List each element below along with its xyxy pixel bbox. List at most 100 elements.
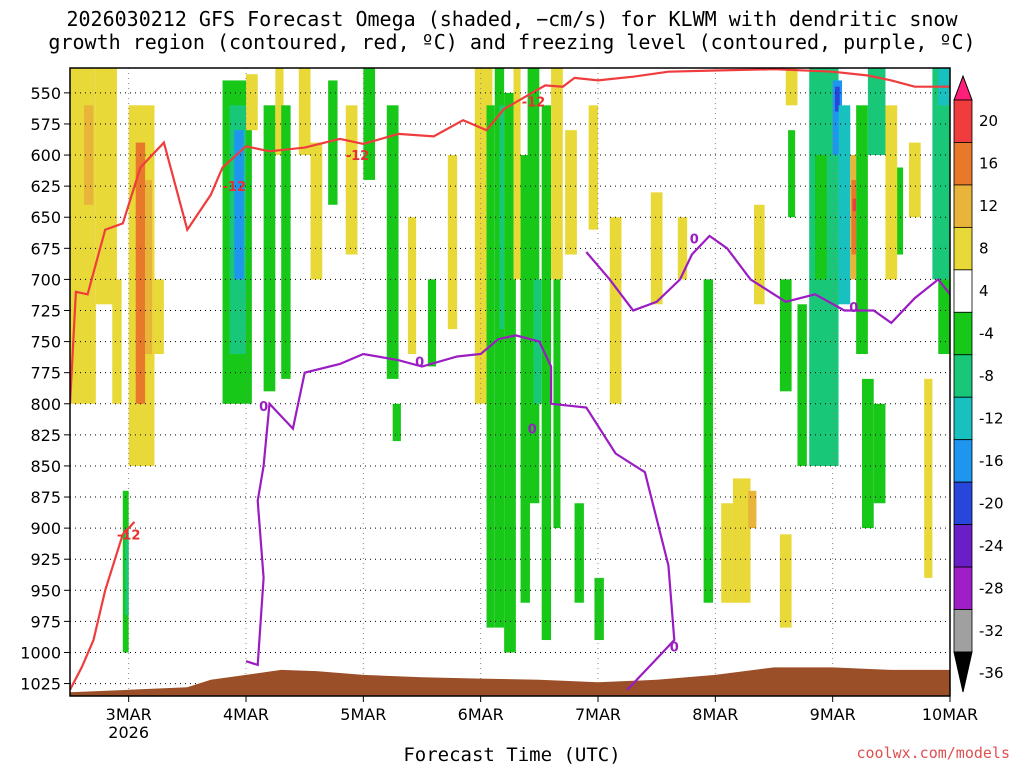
y-tick-label: 650 [30, 208, 61, 227]
omega-patch [594, 577, 604, 641]
x-tick-label: 6MAR [458, 705, 504, 724]
red-contour-line [70, 68, 950, 404]
omega-patch [788, 130, 796, 218]
omega-patch [785, 68, 798, 106]
purple-contour-line [245, 334, 676, 691]
y-tick-label: 700 [30, 270, 61, 289]
colorbar-tick-label: -28 [979, 579, 1004, 597]
x-tick-label: 8MAR [692, 705, 738, 724]
omega-patch [732, 478, 751, 603]
omega-patch [310, 142, 323, 280]
omega-patch [588, 105, 598, 230]
credit-text: coolwx.com/models [856, 744, 1010, 762]
colorbar-segment [953, 396, 973, 441]
purple-contour-label: 0 [259, 400, 268, 415]
colorbar-top-arrow [953, 74, 973, 101]
colorbar-segment [953, 142, 973, 186]
omega-patch [852, 198, 857, 212]
x-axis-label: Forecast Time (UTC) [403, 744, 621, 766]
colorbar-tick-label: -4 [979, 325, 994, 343]
colorbar-tick-label: -8 [979, 367, 994, 385]
y-tick-label: 950 [30, 581, 61, 600]
omega-patch [520, 155, 530, 603]
colorbar-tick-label: 4 [979, 282, 989, 300]
omega-patch [135, 142, 146, 404]
terrain-fill [70, 667, 950, 696]
omega-patch [832, 80, 843, 156]
omega-patch [298, 68, 311, 156]
omega-patch [551, 68, 563, 280]
colorbar-segment [953, 269, 973, 313]
purple-contour-label: 0 [849, 301, 858, 316]
omega-patch [234, 130, 244, 280]
chart-title-line-1: 2026030212 GFS Forecast Omega (shaded, −… [66, 7, 958, 31]
omega-patch [499, 105, 505, 330]
omega-patch [754, 204, 765, 305]
omega-patch [924, 378, 933, 578]
purple-contour-label: 0 [415, 355, 424, 370]
y-tick-label: 825 [30, 426, 61, 445]
chart-title-line-2: growth region (contoured, red, ºC) and f… [48, 30, 976, 54]
omega-patch [84, 105, 94, 205]
omega-patch [513, 68, 521, 280]
omega-patch [721, 503, 733, 603]
colorbar-tick-label: -32 [979, 622, 1004, 640]
y-axis: 550 575 600 625 650 675 700 725 750 775 800 825 850 8… [20, 84, 70, 694]
terrain-area [70, 667, 950, 696]
omega-patch [574, 503, 584, 603]
y-tick-label: 550 [30, 84, 61, 103]
omega-patch [328, 80, 338, 205]
omega-patch [427, 279, 437, 367]
omega-patch [838, 105, 851, 305]
omega-patch [703, 279, 713, 603]
plot-frame [69, 67, 951, 697]
red-contour-label: -12 [223, 180, 247, 195]
colorbar-segment [953, 609, 973, 653]
omega-patch [748, 490, 757, 529]
omega-patch [145, 179, 153, 355]
colorbar-segment [953, 481, 973, 526]
y-tick-label: 600 [30, 146, 61, 165]
omega-patch [281, 105, 291, 379]
omega-patch [407, 217, 417, 355]
omega-patch [908, 142, 921, 218]
colorbar-tick-label: -36 [979, 664, 1004, 682]
y-tick-label: 800 [30, 395, 61, 414]
y-tick-label: 975 [30, 612, 61, 631]
x-tick-label: 10MAR [922, 705, 978, 724]
omega-patch [873, 403, 886, 504]
red-contour-label: -12 [522, 96, 546, 111]
y-tick-label: 675 [30, 239, 61, 258]
y-tick-label: 875 [30, 488, 61, 507]
omega-patch [154, 279, 164, 355]
contour-labels: -12 -12 -12 -12 0 0 0 0 0 0 [117, 96, 858, 656]
y-tick-label: 725 [30, 301, 61, 320]
y-tick-label: 850 [30, 457, 61, 476]
colorbar-tick-label: -16 [979, 452, 1004, 470]
colorbar-segment [953, 354, 973, 398]
omega-patch [125, 528, 129, 616]
colorbar-tick-label: -24 [979, 537, 1004, 555]
colorbar-tick-label: 16 [979, 155, 998, 173]
contour-lines [70, 68, 950, 691]
colorbar-segment [953, 566, 973, 610]
purple-contour-label: 0 [670, 640, 679, 655]
omega-patch [856, 105, 868, 355]
omega-patch [779, 279, 792, 392]
omega-patch [862, 378, 874, 529]
omega-patch [835, 86, 840, 112]
omega-patch [541, 105, 552, 641]
omega-patch [95, 68, 117, 305]
omega-patch [885, 105, 898, 280]
x-tick-label: 7MAR [575, 705, 621, 724]
omega-patch [779, 534, 792, 628]
red-contour-label: -12 [117, 528, 141, 543]
x-year-label: 2026 [108, 723, 149, 742]
colorbar-segment [953, 226, 973, 271]
omega-patch [392, 403, 401, 442]
colorbar-tick-label: -20 [979, 494, 1004, 512]
omega-patch [932, 68, 950, 280]
omega-patch [650, 192, 663, 305]
omega-patch [938, 279, 950, 355]
omega-patch [486, 105, 495, 628]
